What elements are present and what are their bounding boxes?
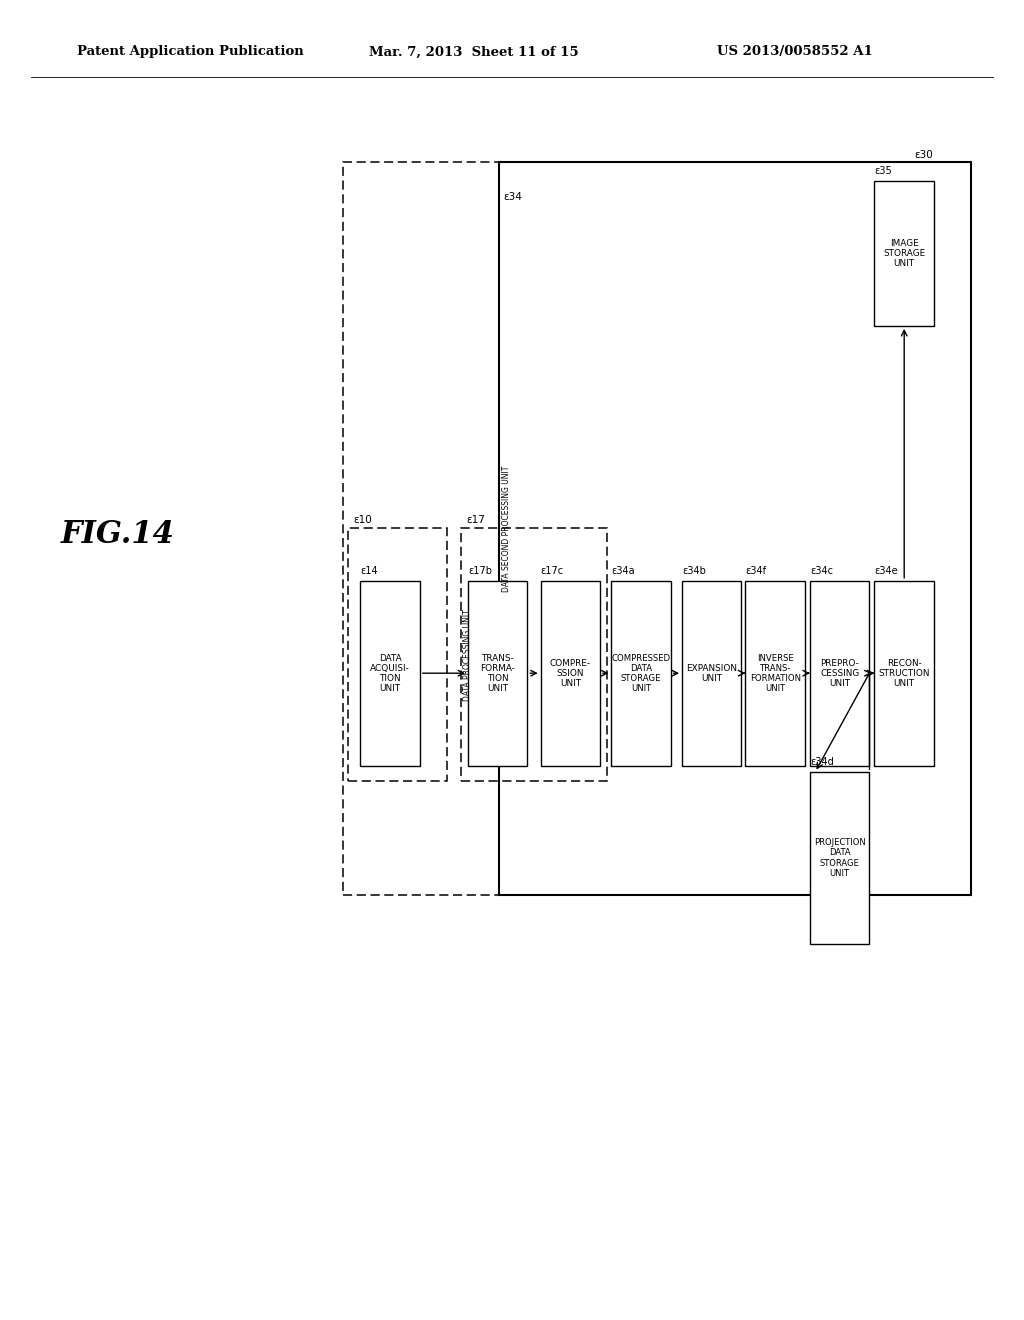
Text: ε34a: ε34a (611, 565, 635, 576)
Text: ε17c: ε17c (541, 565, 564, 576)
Text: ε17: ε17 (466, 515, 484, 525)
Text: ε34: ε34 (504, 191, 522, 202)
Text: PROJECTION
DATA
STORAGE
UNIT: PROJECTION DATA STORAGE UNIT (814, 838, 865, 878)
Text: EXPANSION
UNIT: EXPANSION UNIT (686, 664, 737, 682)
Bar (541, 581, 600, 766)
Text: ε34e: ε34e (874, 565, 898, 576)
Text: IMAGE
STORAGE
UNIT: IMAGE STORAGE UNIT (883, 239, 926, 268)
Text: ε34c: ε34c (810, 565, 833, 576)
Text: ε17b: ε17b (468, 565, 492, 576)
Text: DATA PROCESSING UNIT: DATA PROCESSING UNIT (464, 609, 472, 701)
Bar (810, 581, 869, 766)
Text: INVERSE
TRANS-
FORMATION
UNIT: INVERSE TRANS- FORMATION UNIT (750, 653, 801, 693)
Bar (745, 581, 805, 766)
Text: ε35: ε35 (874, 165, 892, 176)
Bar (874, 581, 934, 766)
Text: ε14: ε14 (360, 565, 378, 576)
Text: DATA
ACQUISI-
TION
UNIT: DATA ACQUISI- TION UNIT (371, 653, 410, 693)
Bar (682, 581, 741, 766)
Bar (810, 772, 869, 944)
Bar (499, 162, 971, 895)
Text: Mar. 7, 2013  Sheet 11 of 15: Mar. 7, 2013 Sheet 11 of 15 (369, 45, 579, 58)
Bar (874, 181, 934, 326)
Text: ε34b: ε34b (682, 565, 706, 576)
Text: ε10: ε10 (353, 515, 372, 525)
Text: ε30: ε30 (914, 149, 933, 160)
Text: ε34f: ε34f (745, 565, 767, 576)
Text: PREPRO-
CESSING
UNIT: PREPRO- CESSING UNIT (820, 659, 859, 688)
Text: DATA SECOND PROCESSING UNIT: DATA SECOND PROCESSING UNIT (503, 466, 511, 591)
Bar (360, 581, 420, 766)
Text: US 2013/0058552 A1: US 2013/0058552 A1 (717, 45, 872, 58)
Text: RECON-
STRUCTION
UNIT: RECON- STRUCTION UNIT (879, 659, 930, 688)
Text: COMPRE-
SSION
UNIT: COMPRE- SSION UNIT (550, 659, 591, 688)
Text: FIG.14: FIG.14 (60, 519, 175, 550)
Bar (468, 581, 527, 766)
Bar (343, 162, 971, 895)
Text: Patent Application Publication: Patent Application Publication (77, 45, 303, 58)
Text: ε34d: ε34d (810, 756, 834, 767)
Text: TRANS-
FORMA-
TION
UNIT: TRANS- FORMA- TION UNIT (480, 653, 515, 693)
Bar (611, 581, 671, 766)
Bar (461, 528, 607, 781)
Text: COMPRESSED
DATA
STORAGE
UNIT: COMPRESSED DATA STORAGE UNIT (611, 653, 671, 693)
Bar (348, 528, 447, 781)
